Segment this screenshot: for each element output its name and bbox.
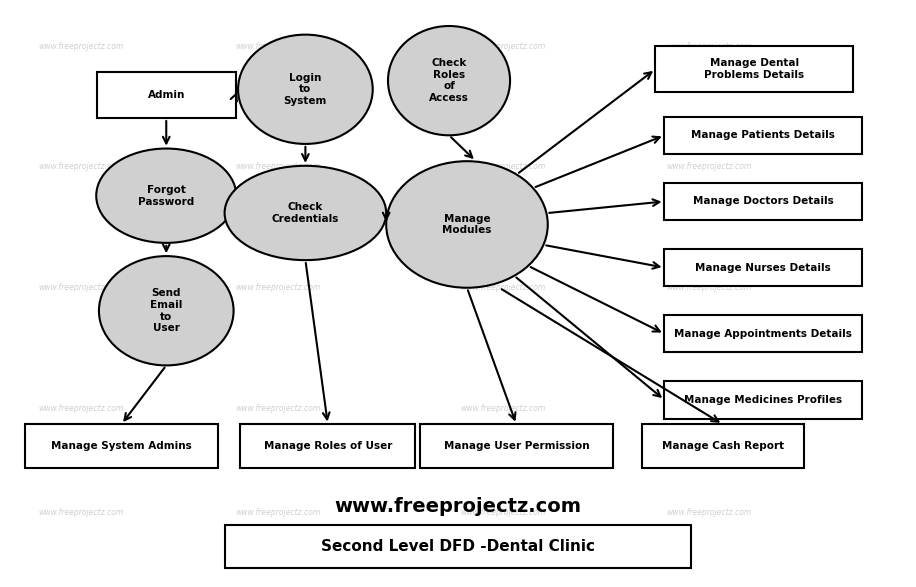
Text: www.freeprojectz.com: www.freeprojectz.com [460, 163, 546, 171]
Text: Manage Nurses Details: Manage Nurses Details [695, 262, 831, 272]
Text: Login
to
System: Login to System [284, 73, 327, 106]
FancyBboxPatch shape [664, 117, 862, 154]
Text: www.freeprojectz.com: www.freeprojectz.com [667, 508, 752, 517]
Text: www.freeprojectz.com: www.freeprojectz.com [235, 508, 322, 517]
Text: Forgot
Password: Forgot Password [138, 185, 194, 207]
Text: Send
Email
to
User: Send Email to User [150, 288, 182, 333]
Ellipse shape [388, 26, 510, 135]
Text: Admin: Admin [147, 90, 185, 100]
Text: www.freeprojectz.com: www.freeprojectz.com [235, 404, 322, 413]
Text: Manage
Modules: Manage Modules [442, 214, 492, 235]
FancyBboxPatch shape [240, 424, 415, 467]
Text: Manage Roles of User: Manage Roles of User [264, 441, 392, 451]
Ellipse shape [224, 166, 387, 260]
Text: www.freeprojectz.com: www.freeprojectz.com [38, 404, 124, 413]
Text: Manage Medicines Profiles: Manage Medicines Profiles [684, 395, 843, 405]
FancyBboxPatch shape [224, 525, 692, 568]
Text: Check
Roles
of
Access: Check Roles of Access [429, 58, 469, 103]
Text: www.freeprojectz.com: www.freeprojectz.com [667, 163, 752, 171]
FancyBboxPatch shape [664, 381, 862, 419]
FancyBboxPatch shape [97, 72, 235, 118]
Text: Manage User Permission: Manage User Permission [443, 441, 589, 451]
Text: www.freeprojectz.com: www.freeprojectz.com [38, 42, 124, 50]
Text: Manage System Admins: Manage System Admins [51, 441, 191, 451]
Text: Manage Appointments Details: Manage Appointments Details [674, 329, 852, 339]
FancyBboxPatch shape [420, 424, 613, 467]
Text: www.freeprojectz.com: www.freeprojectz.com [334, 497, 582, 516]
Text: www.freeprojectz.com: www.freeprojectz.com [460, 284, 546, 292]
Text: www.freeprojectz.com: www.freeprojectz.com [38, 508, 124, 517]
Text: www.freeprojectz.com: www.freeprojectz.com [38, 163, 124, 171]
Text: www.freeprojectz.com: www.freeprojectz.com [667, 42, 752, 50]
FancyBboxPatch shape [656, 46, 853, 92]
Ellipse shape [238, 35, 373, 144]
Ellipse shape [99, 256, 234, 365]
FancyBboxPatch shape [664, 315, 862, 352]
FancyBboxPatch shape [642, 424, 803, 467]
Text: Manage Patients Details: Manage Patients Details [692, 130, 835, 140]
Text: Manage Dental
Problems Details: Manage Dental Problems Details [704, 58, 804, 80]
Text: www.freeprojectz.com: www.freeprojectz.com [667, 284, 752, 292]
Ellipse shape [387, 161, 548, 288]
Text: Manage Doctors Details: Manage Doctors Details [692, 197, 834, 207]
Text: www.freeprojectz.com: www.freeprojectz.com [235, 163, 322, 171]
Text: www.freeprojectz.com: www.freeprojectz.com [235, 42, 322, 50]
Text: Second Level DFD -Dental Clinic: Second Level DFD -Dental Clinic [321, 539, 595, 554]
Ellipse shape [96, 149, 236, 243]
Text: www.freeprojectz.com: www.freeprojectz.com [460, 42, 546, 50]
Text: Check
Credentials: Check Credentials [272, 202, 339, 224]
FancyBboxPatch shape [664, 249, 862, 286]
Text: www.freeprojectz.com: www.freeprojectz.com [460, 404, 546, 413]
Text: www.freeprojectz.com: www.freeprojectz.com [460, 508, 546, 517]
Text: www.freeprojectz.com: www.freeprojectz.com [667, 404, 752, 413]
FancyBboxPatch shape [664, 183, 862, 220]
Text: www.freeprojectz.com: www.freeprojectz.com [235, 284, 322, 292]
Text: www.freeprojectz.com: www.freeprojectz.com [38, 284, 124, 292]
Text: Manage Cash Report: Manage Cash Report [661, 441, 784, 451]
FancyBboxPatch shape [25, 424, 218, 467]
